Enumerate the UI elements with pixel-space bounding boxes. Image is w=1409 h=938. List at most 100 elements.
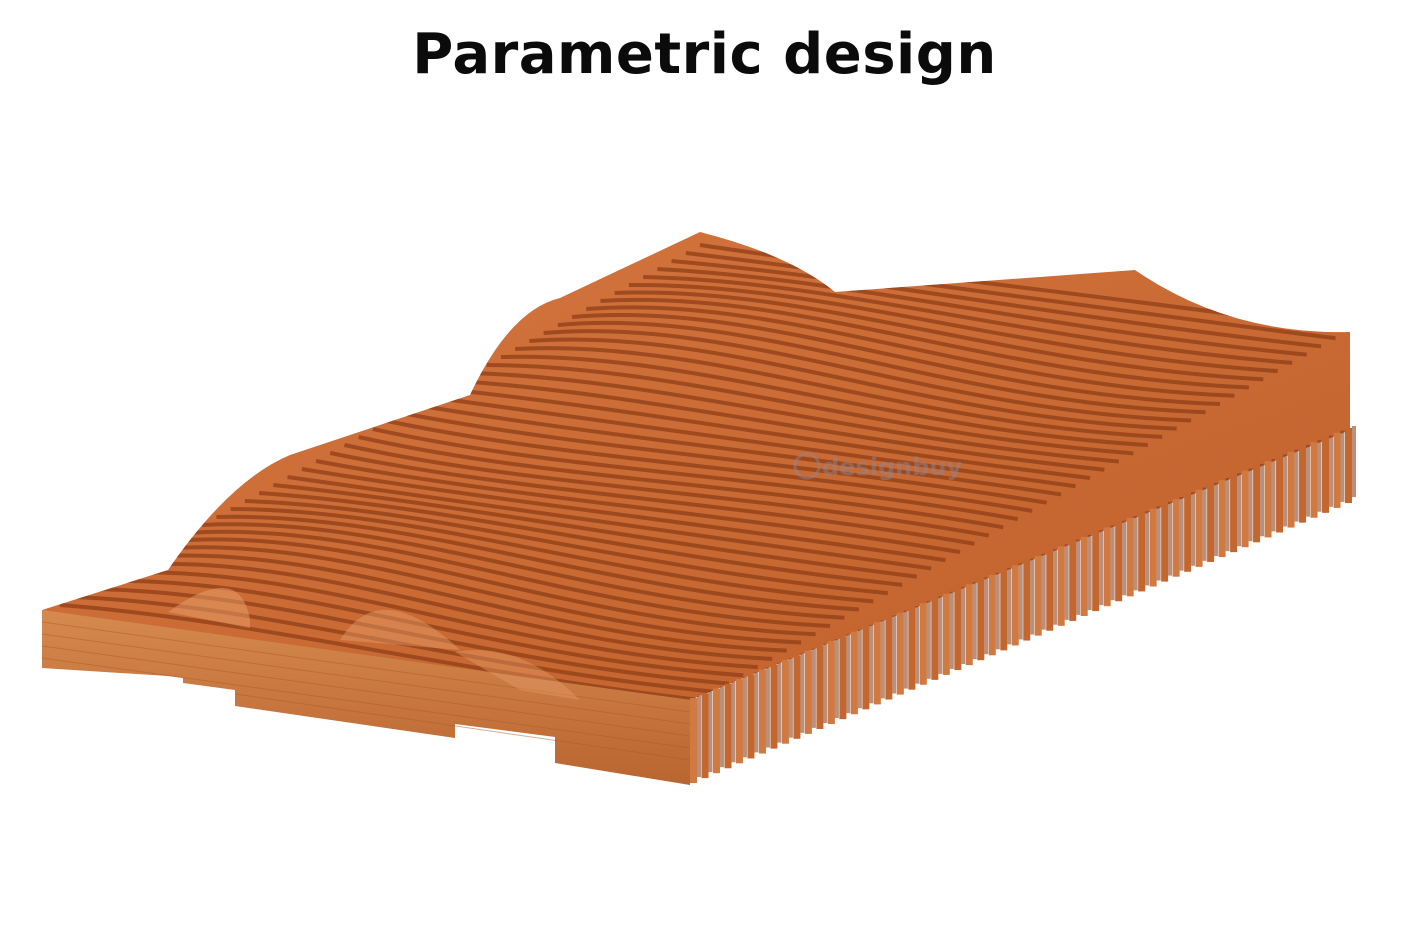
- side-fin-shadow: [1306, 444, 1311, 517]
- side-fin: [1195, 489, 1203, 567]
- side-fin-shadow: [823, 643, 828, 723]
- slat-groove-line: [643, 275, 1293, 365]
- slat-groove-line: [187, 529, 831, 628]
- side-fin-shadow: [1214, 482, 1219, 556]
- side-fin: [908, 608, 916, 690]
- side-fin-shadow: [1329, 435, 1334, 507]
- side-fin: [1230, 475, 1238, 553]
- slat-groove-line: [145, 553, 787, 653]
- side-fin-shadow: [765, 667, 770, 748]
- side-fin-shadow: [1007, 568, 1012, 645]
- slat-groove-line: [315, 459, 961, 554]
- side-fin-shadow: [1294, 449, 1299, 522]
- slat-groove-line: [571, 312, 1221, 406]
- side-fin-shadow: [811, 648, 816, 728]
- side-fin: [873, 622, 881, 705]
- slat-groove-line: [230, 507, 874, 604]
- side-fin: [1092, 532, 1100, 612]
- side-fin-shadow: [1099, 530, 1104, 606]
- side-fin: [919, 603, 927, 685]
- slat-groove-line: [202, 522, 845, 620]
- slat-groove-line: [600, 297, 1249, 390]
- slat-groove-line: [543, 329, 1192, 423]
- side-fin-shadow: [1133, 516, 1138, 591]
- slat-groove-line: [614, 290, 1264, 382]
- side-fin-shadow: [754, 672, 759, 753]
- side-fin-shadow: [995, 572, 1000, 650]
- slat-groove-line: [301, 467, 946, 563]
- watermark: designbuy: [793, 452, 963, 481]
- side-fin-shadow: [949, 591, 954, 669]
- slat-groove-line: [116, 570, 758, 670]
- side-fin: [977, 579, 985, 661]
- side-fin: [1103, 527, 1111, 607]
- side-fin-shadow: [708, 691, 713, 773]
- slat-groove-line: [244, 499, 888, 596]
- side-fin: [839, 636, 847, 720]
- page-title: Parametric design: [412, 22, 997, 87]
- side-fin-shadow: [1076, 539, 1081, 615]
- side-fin: [896, 612, 904, 695]
- side-fin-shadow: [731, 681, 736, 763]
- side-fin: [1149, 508, 1157, 587]
- side-fin: [1057, 546, 1065, 626]
- slat-groove-line: [102, 578, 744, 678]
- side-fin-shadow: [1064, 544, 1069, 620]
- slat-groove-line: [486, 363, 1134, 456]
- slat-groove-line: [329, 451, 975, 546]
- side-fin-shadow: [800, 653, 805, 733]
- side-fin: [1333, 432, 1341, 508]
- side-fin: [758, 669, 766, 754]
- side-fin-shadow: [1053, 549, 1058, 625]
- side-fin: [1161, 503, 1169, 582]
- side-fin: [954, 589, 962, 671]
- side-fin-shadow: [972, 582, 977, 660]
- slat-groove-line: [557, 320, 1206, 415]
- side-fin-shadow: [788, 658, 793, 738]
- side-fin: [747, 674, 755, 759]
- side-fin: [1241, 470, 1249, 548]
- slat-groove-line: [386, 419, 1033, 513]
- side-fin-shadow: [984, 577, 989, 655]
- side-fin: [1322, 437, 1330, 513]
- side-fin: [1218, 480, 1226, 558]
- side-fin: [781, 660, 789, 744]
- side-fin-shadow: [1018, 563, 1023, 640]
- slat-groove-line: [173, 537, 816, 637]
- side-fin: [942, 593, 950, 675]
- side-fin: [1253, 465, 1261, 543]
- slat-groove-line: [458, 379, 1105, 472]
- slat-groove-line: [273, 483, 917, 579]
- side-fin-shadow: [1202, 487, 1207, 561]
- slat-groove-line: [344, 443, 990, 538]
- side-fin: [1184, 494, 1192, 572]
- slat-groove-line: [287, 475, 932, 571]
- side-fin-shadow: [1340, 430, 1345, 502]
- side-fin: [1264, 461, 1272, 538]
- side-fin: [1069, 541, 1077, 621]
- side-fin-shadow: [1225, 478, 1230, 552]
- side-fin: [816, 645, 824, 729]
- side-fin-shadow: [926, 601, 931, 679]
- side-fin-shadow: [1156, 506, 1161, 581]
- side-fin: [1011, 565, 1019, 646]
- slat-groove-line: [443, 387, 1091, 480]
- side-fin: [988, 574, 996, 656]
- side-fin-shadow: [1237, 473, 1242, 547]
- watermark-logo-icon: [793, 452, 821, 480]
- slat-groove-line: [671, 259, 1322, 349]
- watermark-text: designbuy: [822, 453, 963, 481]
- side-fin: [1046, 551, 1054, 631]
- slat-groove-line: [258, 491, 903, 587]
- side-fin: [965, 584, 973, 666]
- side-fin: [1299, 446, 1307, 523]
- side-fin-shadow: [892, 615, 897, 694]
- side-fin: [1138, 513, 1146, 592]
- panel-front-edge: [41, 587, 691, 785]
- slat-groove-line: [88, 587, 730, 686]
- side-fin-shadow: [1283, 454, 1288, 527]
- side-fin-shadow: [742, 677, 747, 758]
- side-fin: [1115, 522, 1123, 602]
- side-fin-shadow: [1041, 553, 1046, 630]
